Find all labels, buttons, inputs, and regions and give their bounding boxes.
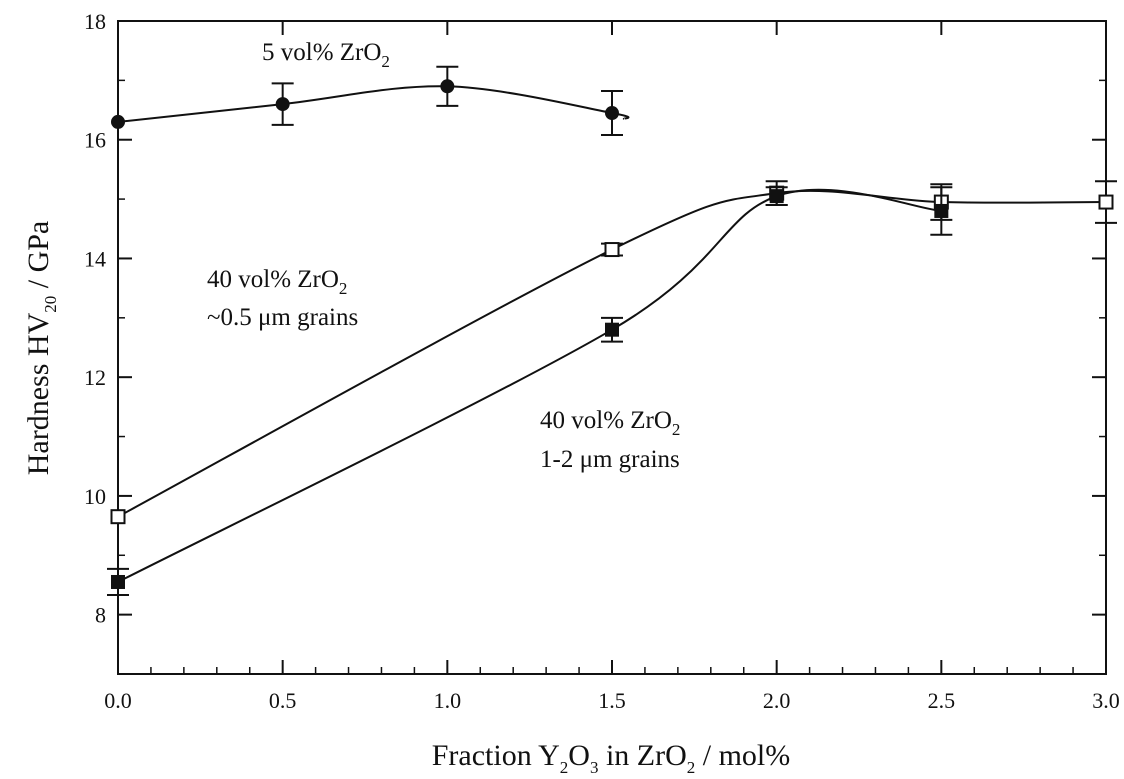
series-curve — [117, 189, 1107, 518]
data-point-filled-square — [934, 203, 949, 218]
y-tick-label: 16 — [84, 128, 106, 153]
annotation-40vol-fine-grains: ~0.5 μm grains — [207, 304, 358, 331]
axis-tick-labels: 0.0 0.5 1.0 1.5 2.0 2.5 3.0 8 10 12 14 16 18 — [84, 9, 1120, 713]
x-tick-label: 1.5 — [598, 688, 626, 713]
x-tick-label: 0.5 — [269, 688, 297, 713]
data-point-open-square — [604, 242, 620, 258]
x-tick-label: 1.0 — [434, 688, 462, 713]
axis-ticks — [117, 20, 1107, 675]
data-point-circle — [111, 114, 125, 129]
x-tick-label: 3.0 — [1092, 688, 1120, 713]
data-point-circle — [275, 97, 290, 112]
x-tick-label: 2.5 — [928, 688, 956, 713]
data-point-filled-square — [111, 574, 125, 589]
x-axis-title: Fraction Y2O3 in ZrO2 / mol% — [432, 739, 791, 777]
x-tick-label: 0.0 — [104, 688, 132, 713]
x-tick-label: 2.0 — [763, 688, 791, 713]
annotation-40vol-coarse: 40 vol% ZrO2 — [540, 407, 680, 439]
y-tick-label: 14 — [84, 246, 106, 271]
data-point-filled-square — [605, 322, 619, 337]
y-tick-label: 8 — [95, 603, 106, 628]
annotation-40vol-coarse-grains: 1-2 μm grains — [540, 446, 680, 473]
y-tick-label: 18 — [84, 9, 106, 34]
data-point-circle — [605, 106, 619, 121]
data-point-filled-square — [769, 189, 784, 204]
series-curve — [117, 85, 630, 123]
y-tick-label: 10 — [84, 484, 106, 509]
data-point-open-square — [1098, 194, 1114, 210]
y-tick-label: 12 — [84, 365, 106, 390]
data-point-circle — [440, 79, 455, 94]
annotation-5vol: 5 vol% ZrO2 — [262, 39, 390, 71]
data-point-open-square — [110, 509, 126, 525]
series-curve — [117, 188, 942, 583]
y-axis-title: Hardness HV20 / GPa — [22, 221, 60, 475]
data-points — [107, 65, 1117, 597]
annotation-40vol-fine: 40 vol% ZrO2 — [207, 266, 347, 298]
